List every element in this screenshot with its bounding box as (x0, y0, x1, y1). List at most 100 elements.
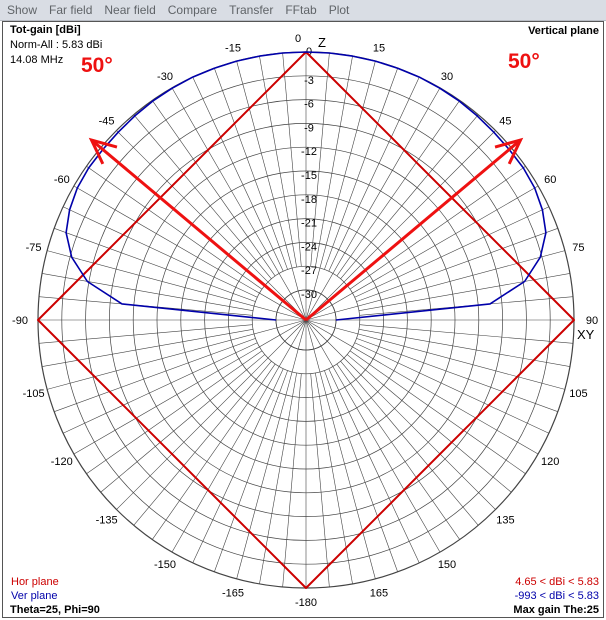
grid-spoke (305, 87, 441, 321)
ver-range-label: -993 < dBi < 5.83 (514, 590, 599, 602)
grid-spoke (305, 185, 539, 321)
grid-spoke (214, 68, 288, 270)
grid-spoke (359, 324, 574, 344)
annotation-arrow-line (305, 138, 522, 322)
menu-near-field[interactable]: Near field (104, 3, 156, 17)
grid-spoke (315, 56, 353, 268)
angle-label: 45 (499, 116, 511, 128)
menu-bar: Show Far field Near field Compare Transf… (0, 0, 606, 21)
grid-spoke (282, 373, 302, 588)
grid-spoke (133, 114, 272, 279)
menu-transfer[interactable]: Transfer (229, 3, 274, 17)
norm-label: Norm-All : 5.83 dBi (10, 39, 103, 51)
grid-spoke (328, 368, 420, 564)
grid-spoke (305, 61, 376, 321)
grid-spoke (73, 319, 307, 455)
grid-spoke (336, 100, 460, 277)
menu-compare[interactable]: Compare (167, 3, 218, 17)
grid-spoke (47, 250, 307, 321)
menu-far-field[interactable]: Far field (49, 3, 93, 17)
grid-spoke (305, 130, 496, 321)
angle-label: -15 (225, 43, 241, 55)
grid-spoke (324, 370, 398, 572)
grid-spoke (358, 329, 570, 367)
xy-axis-label: XY (577, 327, 595, 342)
angle-label: 120 (541, 456, 559, 468)
angle-label: 30 (441, 71, 453, 83)
grid-spoke (152, 100, 276, 277)
grid-spoke (38, 324, 253, 344)
radial-tick-label: -9 (304, 122, 314, 134)
grid-spoke (152, 363, 276, 540)
grid-spoke (62, 342, 258, 434)
grid-spoke (214, 370, 288, 572)
left-angle-annotation: 50° (81, 54, 113, 77)
grid-spoke (310, 373, 330, 588)
angle-label: -30 (157, 71, 173, 83)
angle-label: -60 (54, 174, 70, 186)
angle-label: -105 (23, 388, 45, 400)
grid-spoke (305, 319, 441, 553)
angle-label: -150 (154, 559, 176, 571)
grid-spoke (356, 228, 558, 302)
grid-spoke (349, 350, 526, 474)
angle-label: 60 (544, 174, 556, 186)
theta-phi-label: Theta=25, Phi=90 (10, 604, 100, 616)
angle-label: 15 (373, 43, 385, 55)
ver-plane-legend: Ver plane (11, 590, 58, 602)
angle-label: 150 (438, 559, 456, 571)
hor-plane-legend: Hor plane (11, 576, 59, 588)
menu-show[interactable]: Show (7, 3, 38, 17)
radial-tick-label: -27 (301, 265, 317, 277)
angle-label: -165 (222, 587, 244, 599)
max-gain-label: Max gain The:25 (513, 604, 599, 616)
angle-label: -135 (96, 514, 118, 526)
grid-spoke (116, 319, 307, 510)
grid-spoke (340, 361, 479, 526)
annotation-arrow-head (88, 137, 118, 165)
angle-label: -90 (12, 315, 28, 327)
plot-frame: 0 -3 -6 -9 -12 -15 -18 -21 -24 -27 -30 0 15 30 45 60 75 9… (2, 21, 604, 618)
grid-spoke (86, 350, 263, 474)
frequency-label: 14.08 MHz (10, 54, 64, 66)
grid-spoke (358, 273, 570, 311)
grid-spoke (192, 76, 284, 272)
angle-label: 90 (586, 315, 598, 327)
grid-spoke (54, 228, 256, 302)
grid-spoke (310, 52, 330, 267)
angle-label: -45 (99, 116, 115, 128)
radial-tick-label: -3 (304, 75, 314, 87)
hor-plane-trace (37, 51, 575, 589)
grid-spoke (349, 166, 526, 290)
grid-spoke (336, 363, 460, 540)
angle-label: -120 (51, 456, 73, 468)
grid-spoke (86, 166, 263, 290)
angle-label: -75 (26, 242, 42, 254)
grid-spoke (305, 250, 565, 321)
menu-fftab[interactable]: FFtab (285, 3, 317, 17)
grid-spoke (282, 52, 302, 267)
grid-spoke (42, 273, 254, 311)
grid-group: 0-3-6-9-12-15-18-21-24-27-30015304560759… (12, 33, 598, 609)
grid-spoke (305, 319, 539, 455)
annotation-arrow-head (494, 137, 524, 165)
angle-label: -180 (295, 597, 317, 609)
grid-spoke (340, 114, 479, 279)
chart-title: Tot-gain [dBi] (10, 24, 81, 36)
grid-spoke (305, 319, 496, 510)
grid-spoke (236, 61, 307, 321)
radial-tick-label: -30 (301, 289, 317, 301)
grid-spoke (305, 319, 376, 579)
grid-spoke (47, 319, 307, 390)
grid-spoke (100, 354, 265, 493)
grid-spoke (73, 185, 307, 321)
menu-plot[interactable]: Plot (328, 3, 350, 17)
angle-label: 75 (572, 242, 584, 254)
plane-label: Vertical plane (528, 25, 599, 37)
grid-spoke (54, 338, 256, 412)
right-angle-annotation: 50° (508, 50, 540, 73)
grid-spoke (192, 368, 284, 564)
radial-tick-label: -24 (301, 241, 317, 253)
grid-spoke (62, 206, 258, 298)
radial-tick-label: -18 (301, 194, 317, 206)
